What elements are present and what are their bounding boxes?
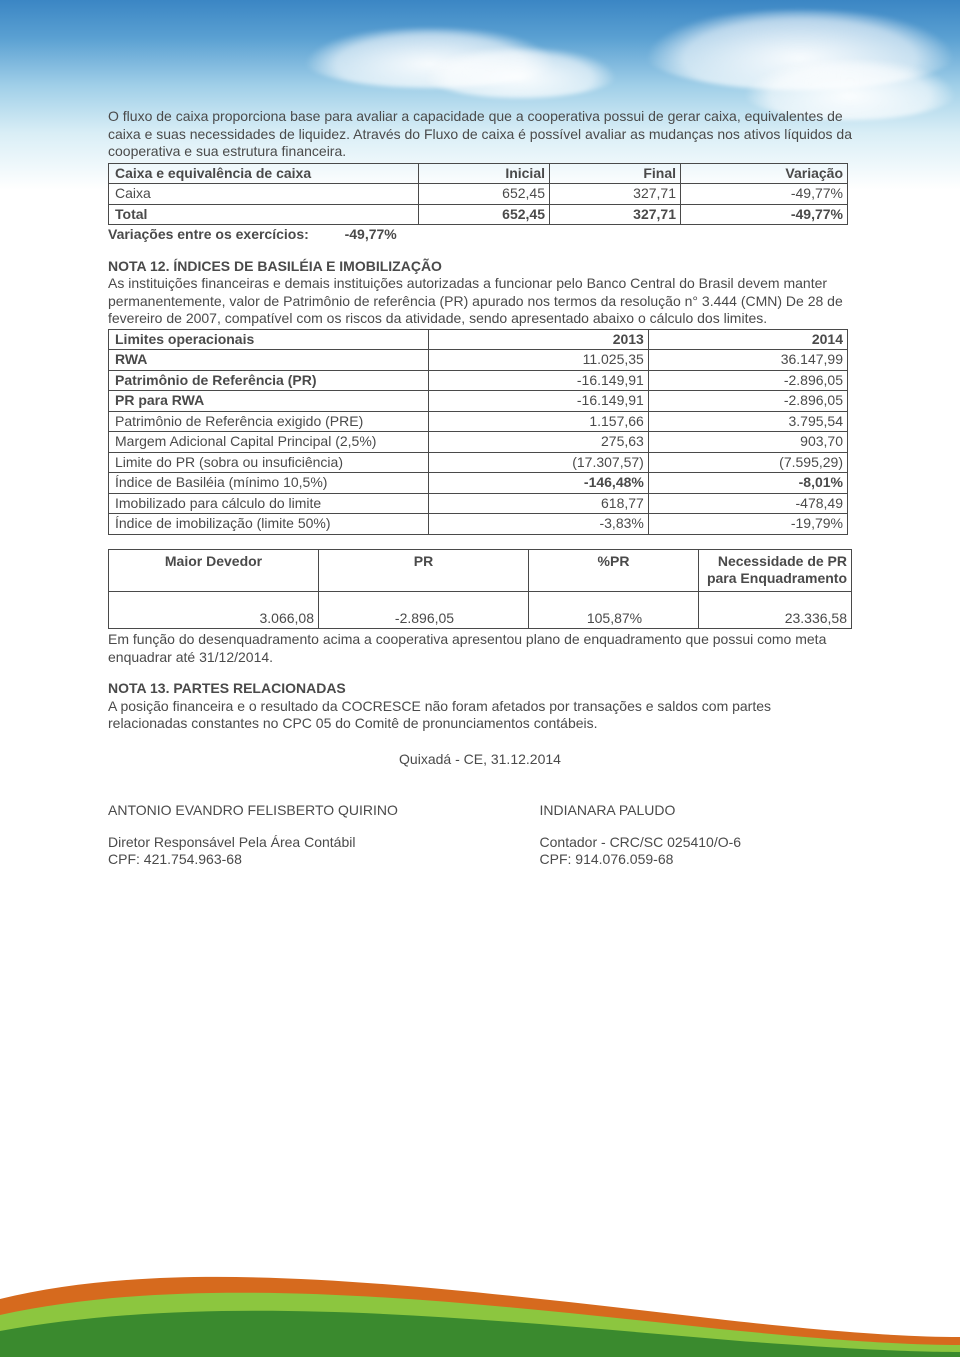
footer-decoration	[0, 1237, 960, 1357]
cell-value: 1.157,66	[429, 411, 649, 432]
nota12-body: As instituições financeiras e demais ins…	[108, 275, 852, 328]
cell-value: -16.149,91	[429, 391, 649, 412]
cell-value: 327,71	[550, 204, 681, 225]
signer-role: Diretor Responsável Pela Área Contábil	[108, 834, 510, 852]
col-header: Maior Devedor	[109, 549, 319, 591]
table-header-row: Caixa e equivalência de caixa Inicial Fi…	[109, 163, 848, 184]
signer-cpf: CPF: 421.754.963-68	[108, 851, 510, 869]
signature-left: ANTONIO EVANDRO FELISBERTO QUIRINO Diret…	[108, 802, 510, 869]
col-header: Limites operacionais	[109, 329, 429, 350]
col-header: Final	[550, 163, 681, 184]
table-row: Índice de imobilização (limite 50%) -3,8…	[109, 514, 848, 535]
cell-value: -3,83%	[429, 514, 649, 535]
col-header: Necessidade de PR para Enquadramento	[699, 549, 852, 591]
cell-value: (17.307,57)	[429, 452, 649, 473]
signer-cpf: CPF: 914.076.059-68	[540, 851, 852, 869]
cell-value: 652,45	[419, 204, 550, 225]
table-header-row: Limites operacionais 2013 2014	[109, 329, 848, 350]
col-header: Inicial	[419, 163, 550, 184]
table-row: Patrimônio de Referência exigido (PRE) 1…	[109, 411, 848, 432]
cell-value: 23.336,58	[699, 591, 852, 629]
cell-value: 105,87%	[529, 591, 699, 629]
cell-value: -2.896,05	[648, 370, 847, 391]
nota13-title: NOTA 13. PARTES RELACIONADAS	[108, 680, 852, 698]
table-row: RWA 11.025,35 36.147,99	[109, 350, 848, 371]
variacoes-line: Variações entre os exercícios: -49,77%	[108, 226, 852, 244]
table-caixa-equivalencia: Caixa e equivalência de caixa Inicial Fi…	[108, 163, 848, 226]
cell-value: 3.795,54	[648, 411, 847, 432]
table-row: Imobilizado para cálculo do limite 618,7…	[109, 493, 848, 514]
col-header: 2013	[429, 329, 649, 350]
cell-value: -8,01%	[648, 473, 847, 494]
cell-value: -2.896,05	[648, 391, 847, 412]
cell-value: 327,71	[550, 184, 681, 205]
cell-value: 36.147,99	[648, 350, 847, 371]
cell-label: Índice de imobilização (limite 50%)	[109, 514, 429, 535]
variacoes-value: -49,77%	[345, 226, 397, 242]
col-header: PR	[319, 549, 529, 591]
cell-label: Patrimônio de Referência (PR)	[109, 370, 429, 391]
signature-right: INDIANARA PALUDO Contador - CRC/SC 02541…	[540, 802, 852, 869]
signer-name: INDIANARA PALUDO	[540, 802, 852, 820]
cell-value: -146,48%	[429, 473, 649, 494]
col-header: 2014	[648, 329, 847, 350]
cell-label: Índice de Basiléia (mínimo 10,5%)	[109, 473, 429, 494]
cell-label: Imobilizado para cálculo do limite	[109, 493, 429, 514]
signer-name: ANTONIO EVANDRO FELISBERTO QUIRINO	[108, 802, 510, 820]
date-line: Quixadá - CE, 31.12.2014	[108, 751, 852, 769]
cell-label: Patrimônio de Referência exigido (PRE)	[109, 411, 429, 432]
cell-value: -16.149,91	[429, 370, 649, 391]
signer-role: Contador - CRC/SC 025410/O-6	[540, 834, 852, 852]
cell-value: -49,77%	[681, 204, 848, 225]
cell-label: Total	[109, 204, 419, 225]
col-header: Variação	[681, 163, 848, 184]
variacoes-label: Variações entre os exercícios:	[108, 226, 309, 242]
table-row: 3.066,08 -2.896,05 105,87% 23.336,58	[109, 591, 852, 629]
nota12-title: NOTA 12. ÍNDICES DE BASILÉIA E IMOBILIZA…	[108, 258, 852, 276]
cell-value: 618,77	[429, 493, 649, 514]
cell-label: RWA	[109, 350, 429, 371]
table-maior-devedor: Maior Devedor PR %PR Necessidade de PR p…	[108, 549, 852, 630]
cell-value: 3.066,08	[109, 591, 319, 629]
cell-value: (7.595,29)	[648, 452, 847, 473]
table-row: PR para RWA -16.149,91 -2.896,05	[109, 391, 848, 412]
cell-label: PR para RWA	[109, 391, 429, 412]
table-row-total: Total 652,45 327,71 -49,77%	[109, 204, 848, 225]
cell-value: -2.896,05	[319, 591, 529, 629]
cell-value: 903,70	[648, 432, 847, 453]
cell-value: 652,45	[419, 184, 550, 205]
cell-label: Limite do PR (sobra ou insuficiência)	[109, 452, 429, 473]
table-row: Caixa 652,45 327,71 -49,77%	[109, 184, 848, 205]
table-row: Limite do PR (sobra ou insuficiência) (1…	[109, 452, 848, 473]
cell-value: -19,79%	[648, 514, 847, 535]
signature-block: ANTONIO EVANDRO FELISBERTO QUIRINO Diret…	[108, 802, 852, 869]
table-row: Margem Adicional Capital Principal (2,5%…	[109, 432, 848, 453]
col-header: Caixa e equivalência de caixa	[109, 163, 419, 184]
cell-label: Caixa	[109, 184, 419, 205]
table-limites-operacionais: Limites operacionais 2013 2014 RWA 11.02…	[108, 329, 848, 535]
cell-value: -49,77%	[681, 184, 848, 205]
cell-value: 11.025,35	[429, 350, 649, 371]
col-header: %PR	[529, 549, 699, 591]
intro-paragraph: O fluxo de caixa proporciona base para a…	[108, 108, 852, 161]
cell-label: Margem Adicional Capital Principal (2,5%…	[109, 432, 429, 453]
table-header-row: Maior Devedor PR %PR Necessidade de PR p…	[109, 549, 852, 591]
table-row: Patrimônio de Referência (PR) -16.149,91…	[109, 370, 848, 391]
table-row: Índice de Basiléia (mínimo 10,5%) -146,4…	[109, 473, 848, 494]
cell-value: 275,63	[429, 432, 649, 453]
cell-value: -478,49	[648, 493, 847, 514]
page-content: O fluxo de caixa proporciona base para a…	[0, 0, 960, 869]
nota13-body: A posição financeira e o resultado da CO…	[108, 698, 852, 733]
after-table3-text: Em função do desenquadramento acima a co…	[108, 631, 852, 666]
